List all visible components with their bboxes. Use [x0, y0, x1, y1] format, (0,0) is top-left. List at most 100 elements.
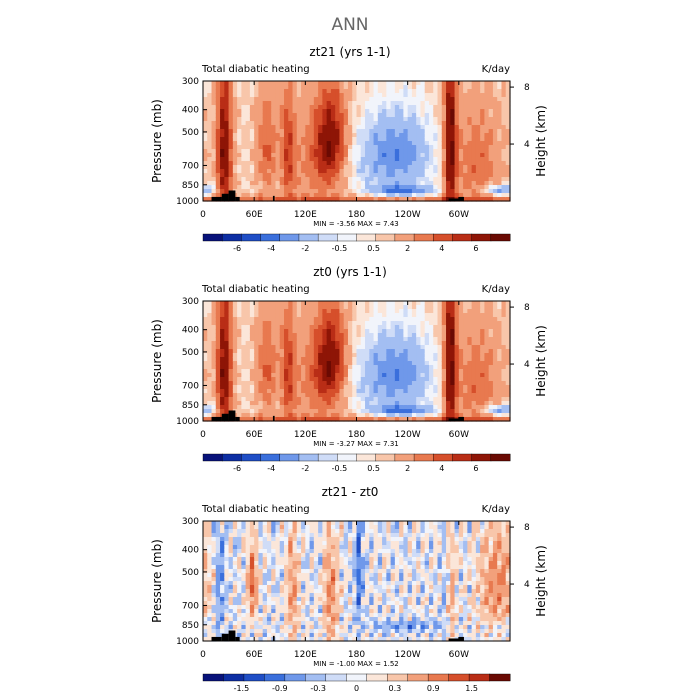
heatmap-cell [224, 169, 230, 174]
heatmap-cell [377, 157, 383, 162]
heatmap-cell [467, 341, 473, 346]
heatmap-cell [488, 137, 494, 142]
heatmap-cell [339, 377, 345, 382]
heatmap-cell [347, 305, 353, 310]
heatmap-cell [232, 533, 238, 538]
heatmap-cell [335, 393, 341, 398]
heatmap-cell [296, 137, 302, 142]
heatmap-cell [475, 349, 481, 354]
heatmap-cell [330, 173, 336, 178]
heatmap-cell [211, 541, 217, 546]
heatmap-cell [343, 317, 349, 322]
heatmap-cell [390, 165, 396, 170]
heatmap-cell [446, 81, 451, 86]
heatmap-cell [446, 125, 451, 130]
heatmap-cell [501, 317, 507, 322]
heatmap-cell [313, 313, 319, 318]
heatmap-cell [296, 361, 302, 366]
heatmap-cell [488, 101, 494, 106]
heatmap-cell [220, 577, 225, 582]
heatmap-cell [488, 373, 494, 378]
heatmap-cell [245, 329, 251, 334]
heatmap-cell [271, 401, 277, 406]
heatmap-cell [284, 129, 289, 134]
heatmap-cell [228, 609, 234, 614]
heatmap-cell [463, 317, 468, 322]
heatmap-cell [484, 181, 490, 186]
heatmap-cell [279, 389, 285, 394]
heatmap-cell [266, 329, 272, 334]
heatmap-cell [505, 97, 511, 102]
heatmap-cell [245, 373, 251, 378]
heatmap-cell [224, 373, 230, 378]
heatmap-cell [266, 533, 272, 538]
heatmap-cell [343, 337, 349, 342]
heatmap-cell [309, 85, 315, 90]
heatmap-cell [390, 97, 396, 102]
heatmap-cell [365, 345, 370, 350]
heatmap-cell [266, 553, 272, 558]
heatmap-cell [497, 93, 503, 98]
heatmap-cell [241, 329, 247, 334]
heatmap-cell [347, 133, 353, 138]
heatmap-cell [411, 145, 417, 150]
heatmap-cell [241, 313, 247, 318]
heatmap-cell [207, 541, 213, 546]
heatmap-cell [292, 185, 298, 190]
heatmap-cell [224, 569, 230, 574]
heatmap-cell [407, 189, 413, 194]
heatmap-cell [420, 165, 426, 170]
heatmap-cell [326, 125, 332, 130]
heatmap-cell [488, 313, 494, 318]
heatmap-cell [266, 133, 272, 138]
heatmap-cell [241, 353, 247, 358]
heatmap-cell [454, 393, 460, 398]
heatmap-cell [420, 353, 426, 358]
heatmap-cell [377, 341, 383, 346]
heatmap-cell [211, 181, 217, 186]
heatmap-cell [365, 197, 370, 202]
heatmap-cell [394, 321, 400, 326]
heatmap-cell [266, 177, 272, 182]
heatmap-cell [424, 397, 430, 402]
heatmap-cell [407, 377, 413, 382]
heatmap-cell [386, 417, 392, 422]
heatmap-cell [335, 345, 341, 350]
panel-1-subtitle-right: K/day [482, 64, 510, 75]
heatmap-cell [501, 409, 507, 414]
heatmap-cell [390, 145, 396, 150]
heatmap-cell [220, 157, 225, 162]
heatmap-cell [296, 333, 302, 338]
heatmap-cell [301, 181, 306, 186]
heatmap-cell [224, 93, 230, 98]
heatmap-cell [305, 333, 311, 338]
heatmap-cell [382, 337, 387, 342]
heatmap-cell [271, 633, 277, 638]
heatmap-cell [313, 329, 319, 334]
heatmap-cell [241, 593, 247, 598]
heatmap-cell [377, 129, 383, 134]
heatmap-cell [203, 157, 208, 162]
heatmap-cell [305, 157, 311, 162]
heatmap-cell [390, 349, 396, 354]
heatmap-cell [488, 149, 494, 154]
heatmap-cell [467, 369, 473, 374]
heatmap-cell [437, 149, 443, 154]
heatmap-cell [424, 393, 430, 398]
heatmap-cell [296, 317, 302, 322]
heatmap-cell [275, 385, 281, 390]
heatmap-cell [275, 413, 281, 418]
terrain-block [211, 416, 222, 421]
heatmap-cell [446, 153, 451, 158]
heatmap-cell [424, 341, 430, 346]
heatmap-cell [271, 585, 277, 590]
heatmap-cell [296, 409, 302, 414]
heatmap-cell [330, 169, 336, 174]
heatmap-cell [488, 133, 494, 138]
heatmap-cell [377, 321, 383, 326]
heatmap-cell [241, 109, 247, 114]
heatmap-cell [313, 145, 319, 150]
heatmap-cell [220, 189, 225, 194]
heatmap-cell [309, 325, 315, 330]
heatmap-cell [224, 105, 230, 110]
